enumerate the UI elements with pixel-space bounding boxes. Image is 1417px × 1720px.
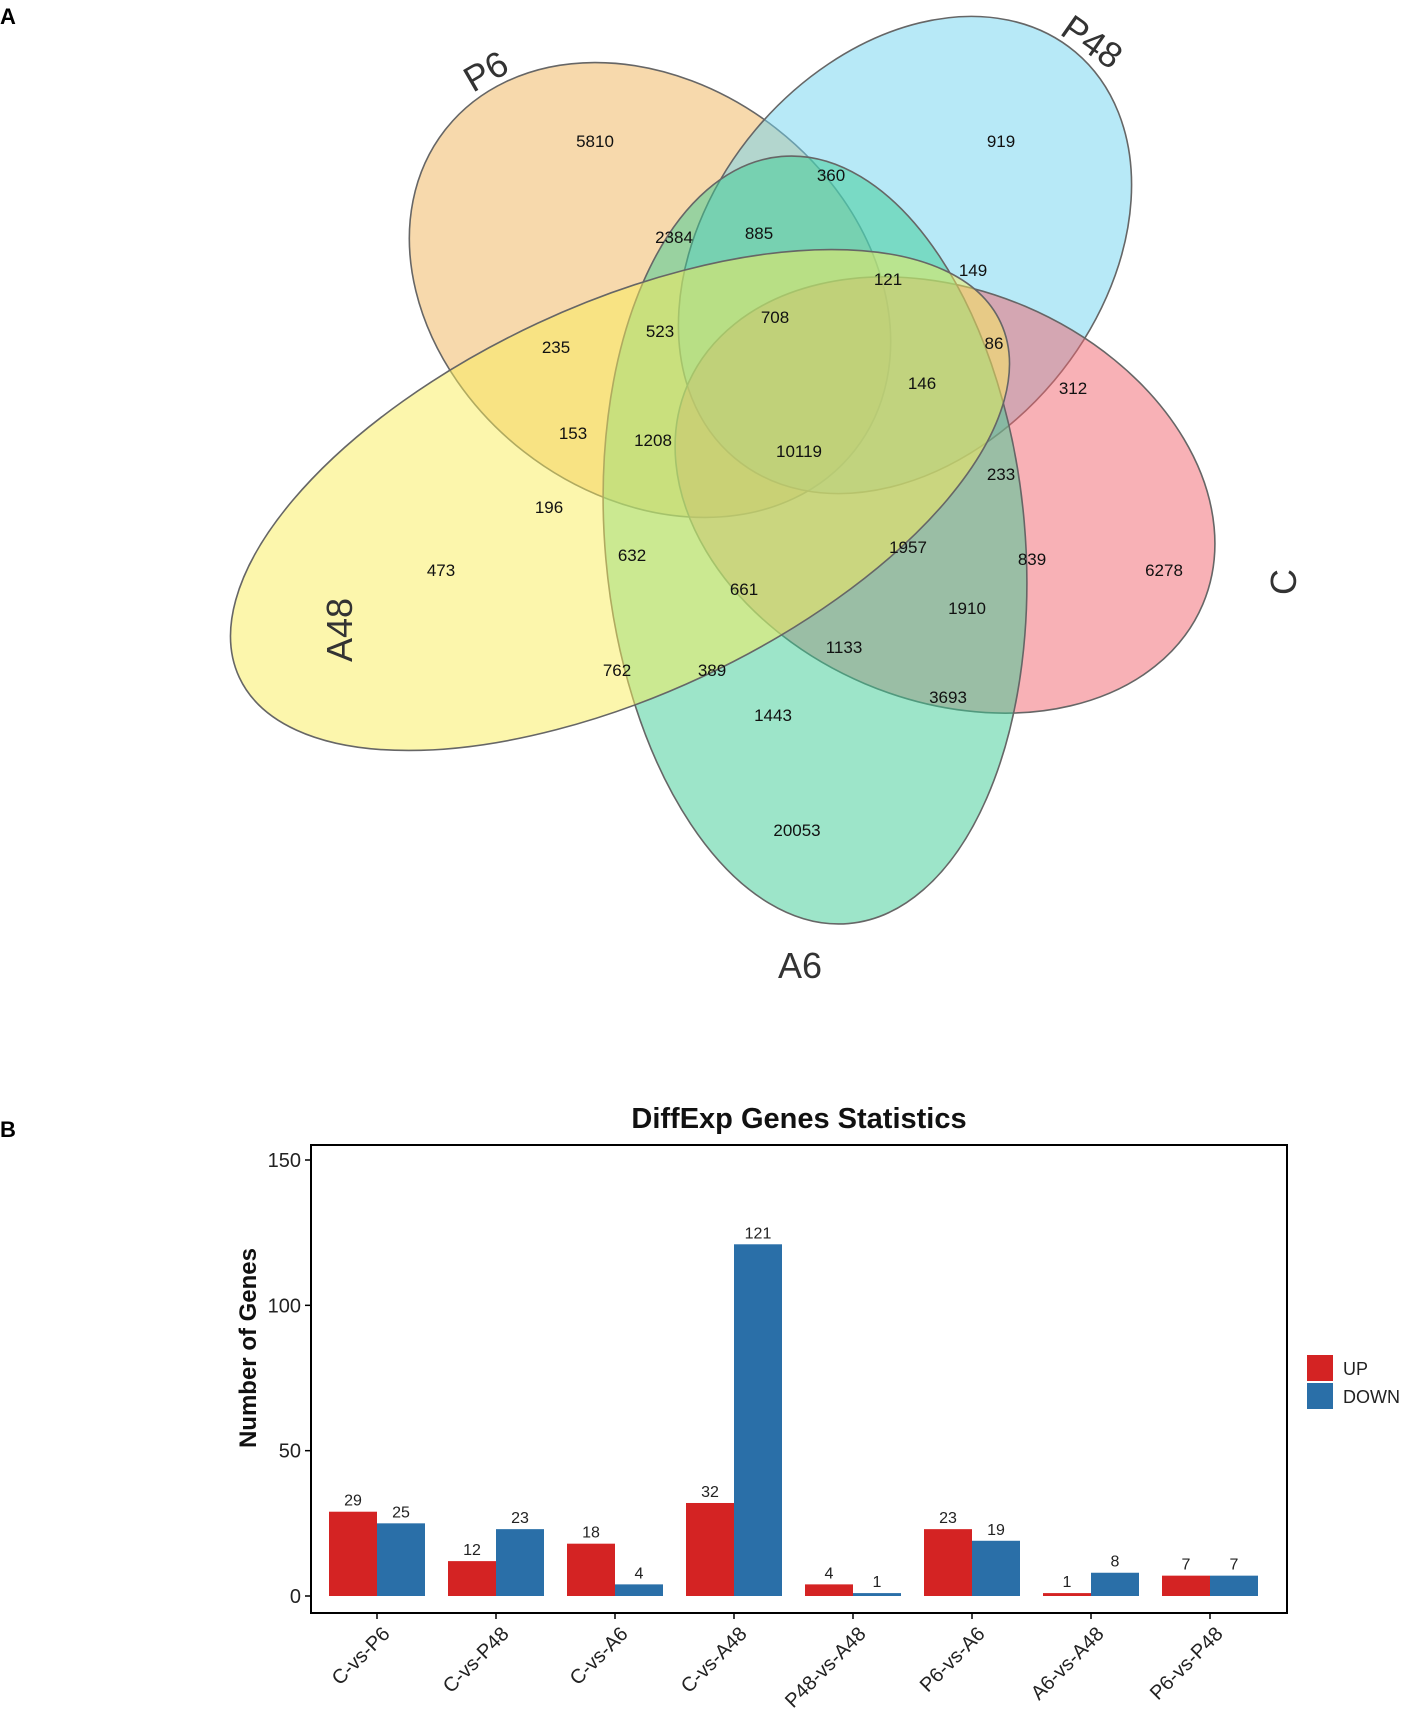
bar-up [329,1511,377,1596]
venn-set-label-a48: A48 [319,598,360,662]
venn-count-c: 6278 [1145,561,1183,580]
bars [329,1244,1258,1596]
bar-down [972,1540,1020,1596]
venn-count-all: 10119 [776,442,822,461]
bar-up [805,1584,853,1596]
data-label-up: 4 [825,1565,834,1582]
venn-count-region: 1133 [826,638,863,657]
data-label-down: 25 [392,1504,410,1521]
venn-count-region: 146 [908,374,936,393]
legend: UP DOWN [1307,1355,1400,1409]
venn-count-region: 1443 [754,706,792,725]
data-label-up: 32 [701,1484,719,1501]
plot-frame [310,1144,1288,1614]
data-label-down: 23 [511,1510,529,1527]
venn-count-p6: 5810 [576,132,614,151]
panel-a-label: A [0,4,16,29]
chart-title: DiffExp Genes Statistics [631,1103,966,1135]
bar-down [1091,1572,1139,1596]
bar-up [1162,1575,1210,1596]
venn-count-region: 762 [603,661,631,680]
venn-set-label-c: C [1263,569,1304,595]
venn-diagram: P6 P48 C A6 A48 5810 919 6278 20053 473 … [229,7,1304,986]
x-category-label: C-vs-P48 [439,1623,514,1698]
venn-count-region: 839 [1018,550,1046,569]
y-axis-title: Number of Genes [235,1248,262,1448]
venn-count-a48: 473 [427,561,455,580]
data-label-up: 29 [344,1493,362,1510]
venn-count-region: 1957 [889,538,927,557]
venn-count-region: 1208 [634,431,672,450]
data-label-up: 1 [1063,1574,1072,1591]
venn-count-p48: 919 [987,132,1015,151]
data-label-down: 1 [873,1574,882,1591]
bar-down [1210,1575,1258,1596]
venn-count-region: 708 [761,308,789,327]
venn-count-region: 153 [559,424,587,443]
data-label-down: 7 [1230,1557,1239,1574]
x-category-label: C-vs-A48 [677,1623,752,1698]
x-category-label: C-vs-A6 [566,1623,633,1690]
data-label-down: 121 [745,1225,772,1242]
legend-label-down: DOWN [1343,1387,1400,1407]
bar-up [567,1543,615,1596]
venn-count-region: 86 [985,334,1004,353]
venn-count-region: 196 [535,498,563,517]
data-label-up: 18 [582,1525,600,1542]
x-axis-labels: C-vs-P6 C-vs-P48 C-vs-A6 C-vs-A48 P48-vs-A48… [328,1613,1228,1712]
data-label-down: 19 [987,1522,1005,1539]
venn-count-region: 523 [646,322,674,341]
bar-chart: DiffExp Genes Statistics Number of Genes… [235,1103,1400,1712]
venn-count-a6: 20053 [773,821,820,840]
x-category-label: P6-vs-P48 [1146,1623,1228,1705]
legend-label-up: UP [1343,1359,1368,1379]
venn-count-region: 885 [745,224,773,243]
bar-down [615,1584,663,1596]
y-tick-label: 100 [268,1295,301,1317]
legend-swatch-down [1307,1383,1333,1409]
x-category-label: P6-vs-A6 [916,1623,990,1697]
bar-down [377,1523,425,1596]
venn-count-region: 3693 [929,688,967,707]
y-tick-label: 150 [268,1150,301,1172]
data-label-up: 12 [463,1542,481,1559]
data-label-down: 8 [1111,1554,1120,1571]
data-label-up: 23 [939,1510,957,1527]
venn-count-region: 149 [959,261,987,280]
venn-shapes [229,15,1216,925]
x-category-label: A6-vs-A48 [1027,1623,1109,1705]
venn-count-region: 2384 [655,228,693,247]
x-category-label: C-vs-P6 [328,1623,395,1690]
venn-count-region: 360 [817,166,845,185]
bar-up [686,1502,734,1596]
y-tick-label: 50 [279,1441,301,1463]
venn-ellipse-a48 [229,248,1011,752]
y-axis-ticks: 0 50 100 150 [268,1150,311,1608]
data-label-up: 7 [1182,1557,1191,1574]
bar-up [924,1529,972,1596]
bar-up [448,1561,496,1596]
venn-count-region: 632 [618,546,646,565]
bar-down [496,1529,544,1596]
venn-count-region: 389 [698,661,726,680]
y-tick-label: 0 [290,1586,301,1608]
bar-down [734,1244,782,1596]
bar-down [853,1593,901,1596]
panel-b-label: B [0,1117,16,1142]
venn-count-region: 121 [874,270,902,289]
venn-count-region: 1910 [948,599,986,618]
venn-region-counts: 5810 919 6278 20053 473 360 2384 885 121… [427,132,1183,840]
venn-count-region: 312 [1059,379,1087,398]
bar-up [1043,1593,1091,1596]
venn-count-region: 235 [542,338,570,357]
venn-count-region: 233 [987,465,1015,484]
x-category-label: P48-vs-A48 [781,1623,870,1712]
venn-count-region: 661 [730,580,758,599]
data-label-down: 4 [635,1565,644,1582]
venn-set-label-a6: A6 [778,945,822,986]
legend-swatch-up [1307,1355,1333,1381]
